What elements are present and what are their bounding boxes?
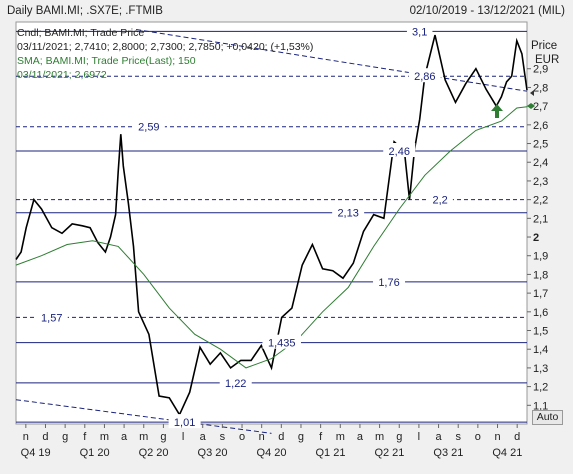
x-tick-label-month: l [182,431,184,443]
y-tick-label: 2,6 [533,120,548,132]
y-tick-label: 1,8 [533,269,548,281]
level-label: 2,2 [432,195,447,207]
series-lines [15,34,528,417]
level-label-bg [373,273,406,288]
x-tick-label-quarter: Q1 21 [315,447,345,459]
x-tick-label-month: m [375,431,384,443]
x-tick-label-month: f [83,431,87,443]
y-axis: 1,1 1,2 1,3 1,4 1,5 1,6 1,7 1,8 1,9 2 2,1 2,2 2,3 2,4… [527,64,548,412]
level-label: 1,435 [268,338,296,350]
y-tick-label: 1,2 [533,382,548,394]
x-tick-label-month: d [42,431,48,443]
level-label: 2,46 [389,146,410,158]
x-tick-label-month: m [336,431,345,443]
level-label-bg [168,414,201,429]
level-labels: 3,1 2,86 2,59 2,46 2,2 2,13 1,76 1,57 1,435 1,22 1… [35,23,453,429]
x-tick-label-quarter: Q2 20 [139,447,169,459]
up-arrow-icon [491,104,503,118]
level-label: 2,59 [138,122,159,134]
series-sma-line[interactable] [15,106,528,369]
level-label-bg [219,374,252,389]
y-tick-label: 2,2 [533,195,548,207]
x-tick-label-month: g [298,431,304,443]
trendline-1[interactable] [15,399,272,434]
series-price-line[interactable] [15,34,528,417]
x-tick-label-month: a [357,431,364,443]
x-tick-label-quarter: Q4 20 [257,447,287,459]
date-range: 02/10/2019 - 13/12/2021 (MIL) [409,5,565,17]
level-label: 1,22 [225,378,246,390]
x-tick-label-month: n [23,431,29,443]
x-tick-label-month: m [100,431,109,443]
level-label: 3,1 [412,26,427,38]
x-tick-label-month: a [200,431,207,443]
y-tick-label: 1,7 [533,288,548,300]
level-label: 2,86 [414,71,435,83]
x-tick-label-month: l [418,431,420,443]
x-tick-label-month: n [494,431,500,443]
y-tick-label: 1,6 [533,307,548,319]
x-axis: n d g f m a m g l a s o n d g f m a m g l a s o n dQ4 19 Q1 20 Q2 2… [21,424,522,459]
x-tick-label-quarter: Q3 21 [433,447,463,459]
axis-price-label: Price [531,40,558,52]
x-tick-label-month: g [396,431,402,443]
last-price-marker-icon [530,90,534,96]
x-tick-label-month: s [455,431,461,443]
x-tick-label-month: f [319,431,323,443]
x-tick-label-month: o [475,431,481,443]
y-tick-label: 2,9 [533,64,548,76]
level-label: 1,76 [378,277,399,289]
y-tick-label: 1,3 [533,363,548,375]
x-tick-label-month: d [278,431,284,443]
x-tick-label-month: m [139,431,148,443]
y-tick-label: 2,7 [533,101,548,113]
level-label-bg [262,334,301,349]
x-tick-label-quarter: Q4 19 [21,447,51,459]
y-tick-label: 1,1 [533,400,548,412]
y-tick-label: 2,5 [533,139,548,151]
x-tick-label-month: d [514,431,520,443]
y-tick-label: 2 [533,232,539,244]
plot-area[interactable] [15,21,528,425]
x-tick-label-month: a [435,431,442,443]
y-tick-label: 2,3 [533,176,548,188]
legend-sma-values: 03/11/2021; 2,6972 [17,69,107,81]
y-tick-label: 2,4 [533,157,548,169]
level-label-bg [332,204,365,219]
x-tick-label-month: n [259,431,265,443]
legend-candle-title: Cndl; BAMI.MI; Trade Price [17,27,145,39]
auto-scale-button[interactable]: Auto [532,410,563,425]
level-label: 1,57 [41,312,62,324]
level-label-bg [132,118,165,133]
x-tick-label-quarter: Q3 20 [198,447,228,459]
x-tick-label-quarter: Q2 21 [374,447,404,459]
x-tick-label-quarter: Q1 20 [80,447,110,459]
legend-sma-title: SMA; BAMI.MI; Trade Price(Last); 150 [17,55,196,67]
level-label-bg [408,68,441,83]
level-label-bg [427,191,453,206]
level-lines [15,28,528,434]
axis-currency-label: EUR [535,54,560,66]
y-tick-label: 1,4 [533,344,548,356]
trendline-0[interactable] [136,28,528,92]
level-label-bg [406,23,433,38]
chart-title: Daily BAMI.MI; .SX7E; .FTMIB [7,5,163,17]
y-tick-label: 1,5 [533,326,548,338]
y-tick-label: 1,9 [533,251,548,263]
x-tick-label-month: o [239,431,245,443]
x-tick-label-month: s [220,431,226,443]
legend-candle-values: 03/11/2021; 2,7410; 2,8000; 2,7300; 2,78… [17,41,314,53]
x-tick-label-month: a [121,431,128,443]
sma-marker-icon [527,103,535,109]
x-tick-label-quarter: Q4 21 [492,447,522,459]
level-label-bg [35,309,68,324]
x-tick-label-month: g [160,431,166,443]
level-label: 1,01 [174,417,195,429]
y-tick-label: 2,8 [533,82,548,94]
x-tick-label-month: g [62,431,68,443]
level-label: 2,13 [337,208,358,220]
y-tick-label: 2,1 [533,213,548,225]
level-label-bg [383,143,416,158]
